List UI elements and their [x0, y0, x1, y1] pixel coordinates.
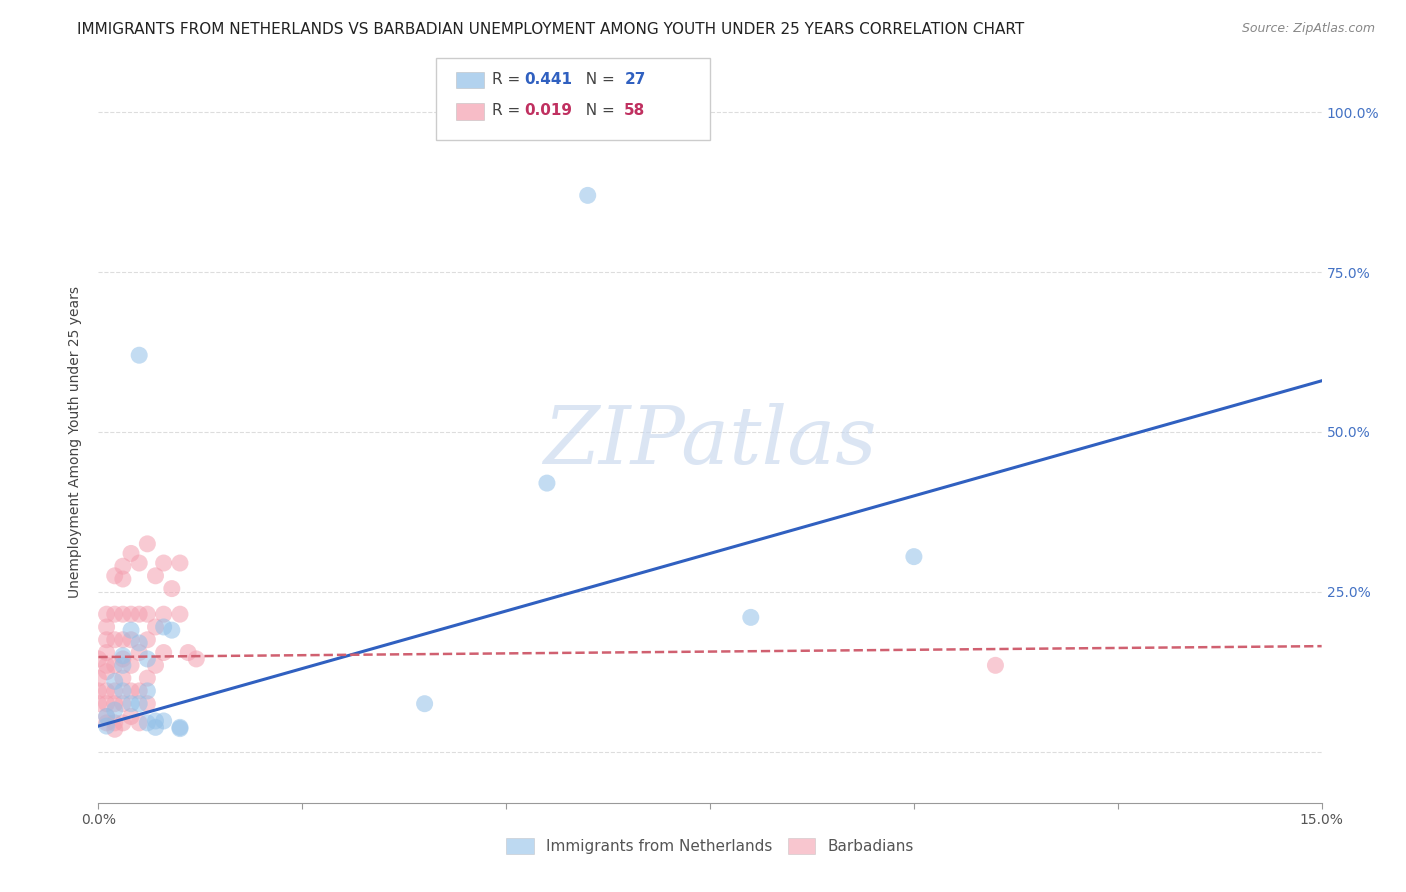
Point — [104, 723, 127, 737]
Point — [128, 715, 150, 730]
Text: 0.441: 0.441 — [524, 72, 572, 87]
Point — [96, 646, 118, 660]
Point — [120, 658, 142, 673]
Point — [111, 715, 134, 730]
Point — [120, 623, 142, 637]
Point — [152, 620, 174, 634]
Point — [104, 674, 127, 689]
Point — [120, 607, 142, 622]
Point — [120, 697, 142, 711]
Point — [169, 720, 191, 734]
Text: R =: R = — [492, 72, 526, 87]
Point — [104, 684, 127, 698]
Point — [128, 684, 150, 698]
Point — [145, 569, 167, 583]
Point — [96, 658, 118, 673]
Point — [152, 714, 174, 728]
Y-axis label: Unemployment Among Youth under 25 years: Unemployment Among Youth under 25 years — [69, 285, 83, 598]
Point — [128, 556, 150, 570]
Point — [145, 714, 167, 728]
Point — [128, 607, 150, 622]
Point — [87, 671, 110, 685]
Point — [111, 559, 134, 574]
Point — [111, 572, 134, 586]
Point — [96, 709, 118, 723]
Point — [111, 607, 134, 622]
Text: N =: N = — [576, 103, 620, 118]
Point — [169, 607, 191, 622]
Point — [87, 697, 110, 711]
Point — [152, 556, 174, 570]
Point — [111, 671, 134, 685]
Point — [111, 652, 134, 666]
Text: 58: 58 — [624, 103, 645, 118]
Point — [136, 607, 159, 622]
Point — [87, 652, 110, 666]
Point — [87, 684, 110, 698]
Point — [104, 697, 127, 711]
Point — [160, 582, 183, 596]
Point — [96, 684, 118, 698]
Point — [152, 607, 174, 622]
Point — [160, 623, 183, 637]
Point — [96, 697, 118, 711]
Text: Source: ZipAtlas.com: Source: ZipAtlas.com — [1241, 22, 1375, 36]
Point — [120, 632, 142, 647]
Point — [903, 549, 925, 564]
Point — [111, 648, 134, 663]
Point — [177, 646, 200, 660]
Point — [984, 658, 1007, 673]
Point — [104, 632, 127, 647]
Text: IMMIGRANTS FROM NETHERLANDS VS BARBADIAN UNEMPLOYMENT AMONG YOUTH UNDER 25 YEARS: IMMIGRANTS FROM NETHERLANDS VS BARBADIAN… — [77, 22, 1025, 37]
Text: 0.019: 0.019 — [524, 103, 572, 118]
Point — [111, 684, 134, 698]
Point — [111, 658, 134, 673]
Point — [96, 620, 118, 634]
Point — [136, 715, 159, 730]
Point — [111, 632, 134, 647]
Point — [169, 556, 191, 570]
Point — [96, 719, 118, 733]
Point — [96, 632, 118, 647]
Point — [104, 607, 127, 622]
Point — [104, 569, 127, 583]
Point — [136, 684, 159, 698]
Text: N =: N = — [576, 72, 620, 87]
Point — [413, 697, 436, 711]
Point — [120, 546, 142, 560]
Point — [576, 188, 599, 202]
Point — [136, 652, 159, 666]
Point — [740, 610, 762, 624]
Point — [120, 684, 142, 698]
Point — [96, 607, 118, 622]
Point — [111, 697, 134, 711]
Point — [136, 671, 159, 685]
Point — [120, 709, 142, 723]
Point — [186, 652, 208, 666]
Point — [536, 476, 558, 491]
Point — [96, 715, 118, 730]
Point — [104, 703, 127, 717]
Point — [136, 632, 159, 647]
Point — [145, 658, 167, 673]
Text: R =: R = — [492, 103, 526, 118]
Point — [128, 697, 150, 711]
Point — [96, 665, 118, 679]
Point — [96, 709, 118, 723]
Point — [145, 720, 167, 734]
Point — [152, 646, 174, 660]
Point — [128, 636, 150, 650]
Point — [169, 722, 191, 736]
Point — [104, 715, 127, 730]
Point — [145, 620, 167, 634]
Point — [128, 348, 150, 362]
Text: 27: 27 — [624, 72, 645, 87]
Text: ZIPatlas: ZIPatlas — [543, 403, 877, 480]
Point — [128, 646, 150, 660]
Point — [136, 537, 159, 551]
Point — [104, 658, 127, 673]
Point — [136, 697, 159, 711]
Legend: Immigrants from Netherlands, Barbadians: Immigrants from Netherlands, Barbadians — [501, 832, 920, 860]
